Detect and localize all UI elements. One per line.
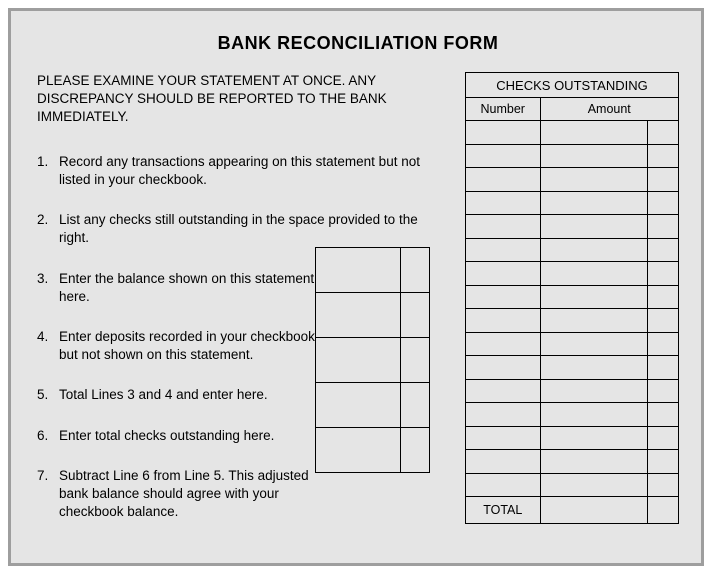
check-number-cell[interactable]	[466, 191, 541, 215]
check-number-cell[interactable]	[466, 309, 541, 333]
check-cents-cell[interactable]	[648, 144, 679, 168]
checks-row	[466, 121, 679, 145]
check-amount-cell[interactable]	[540, 379, 648, 403]
check-cents-cell[interactable]	[648, 332, 679, 356]
worksheet-row	[316, 383, 430, 428]
check-cents-cell[interactable]	[648, 121, 679, 145]
checks-total-label: TOTAL	[466, 497, 541, 524]
check-amount-cell[interactable]	[540, 144, 648, 168]
worksheet-amount-cell[interactable]	[316, 338, 401, 383]
checks-row	[466, 379, 679, 403]
check-cents-cell[interactable]	[648, 285, 679, 309]
check-cents-cell[interactable]	[648, 379, 679, 403]
check-number-cell[interactable]	[466, 262, 541, 286]
step-7: Subtract Line 6 from Line 5. This adjust…	[37, 467, 319, 522]
step-3: Enter the balance shown on this statemen…	[37, 270, 319, 306]
checks-total-amount[interactable]	[540, 497, 648, 524]
check-cents-cell[interactable]	[648, 309, 679, 333]
checks-row	[466, 450, 679, 474]
worksheet-cents-cell[interactable]	[401, 383, 430, 428]
right-column: CHECKS OUTSTANDING Number Amount TOTAL	[465, 72, 679, 524]
worksheet-row	[316, 293, 430, 338]
checks-row	[466, 426, 679, 450]
checks-row	[466, 403, 679, 427]
check-number-cell[interactable]	[466, 121, 541, 145]
checks-row	[466, 215, 679, 239]
check-cents-cell[interactable]	[648, 403, 679, 427]
intro-text: PLEASE EXAMINE YOUR STATEMENT AT ONCE. A…	[37, 72, 417, 127]
check-amount-cell[interactable]	[540, 426, 648, 450]
check-number-cell[interactable]	[466, 332, 541, 356]
check-number-cell[interactable]	[466, 426, 541, 450]
worksheet-row	[316, 428, 430, 473]
check-number-cell[interactable]	[466, 168, 541, 192]
check-number-cell[interactable]	[466, 379, 541, 403]
check-number-cell[interactable]	[466, 238, 541, 262]
check-number-cell[interactable]	[466, 215, 541, 239]
worksheet-amount-cell[interactable]	[316, 293, 401, 338]
worksheet-amount-cell[interactable]	[316, 428, 401, 473]
worksheet-cents-cell[interactable]	[401, 248, 430, 293]
worksheet-cents-cell[interactable]	[401, 428, 430, 473]
step-4: Enter deposits recorded in your checkboo…	[37, 328, 319, 364]
check-number-cell[interactable]	[466, 144, 541, 168]
worksheet-row	[316, 248, 430, 293]
check-amount-cell[interactable]	[540, 191, 648, 215]
step-5: Total Lines 3 and 4 and enter here.	[37, 386, 319, 404]
checks-col-amount: Amount	[540, 98, 678, 121]
check-cents-cell[interactable]	[648, 450, 679, 474]
step-2: List any checks still outstanding in the…	[37, 211, 451, 247]
worksheet-row	[316, 338, 430, 383]
check-cents-cell[interactable]	[648, 473, 679, 497]
checks-row	[466, 262, 679, 286]
checks-outstanding-table: CHECKS OUTSTANDING Number Amount TOTAL	[465, 72, 679, 524]
checks-row	[466, 144, 679, 168]
check-number-cell[interactable]	[466, 285, 541, 309]
checks-col-number: Number	[466, 98, 541, 121]
check-amount-cell[interactable]	[540, 121, 648, 145]
check-amount-cell[interactable]	[540, 215, 648, 239]
checks-total-cents[interactable]	[648, 497, 679, 524]
worksheet-amount-cell[interactable]	[316, 248, 401, 293]
check-amount-cell[interactable]	[540, 356, 648, 380]
check-cents-cell[interactable]	[648, 356, 679, 380]
check-amount-cell[interactable]	[540, 238, 648, 262]
step-1: Record any transactions appearing on thi…	[37, 153, 451, 189]
check-number-cell[interactable]	[466, 356, 541, 380]
checks-row	[466, 191, 679, 215]
check-number-cell[interactable]	[466, 473, 541, 497]
check-amount-cell[interactable]	[540, 262, 648, 286]
step-6: Enter total checks outstanding here.	[37, 427, 319, 445]
check-amount-cell[interactable]	[540, 473, 648, 497]
worksheet-amount-cell[interactable]	[316, 383, 401, 428]
form-title: BANK RECONCILIATION FORM	[37, 33, 679, 54]
check-amount-cell[interactable]	[540, 285, 648, 309]
form-frame: BANK RECONCILIATION FORM PLEASE EXAMINE …	[8, 8, 704, 566]
check-cents-cell[interactable]	[648, 262, 679, 286]
checks-row	[466, 168, 679, 192]
worksheet-cents-cell[interactable]	[401, 293, 430, 338]
check-amount-cell[interactable]	[540, 168, 648, 192]
check-amount-cell[interactable]	[540, 309, 648, 333]
worksheet-table	[315, 247, 430, 473]
check-cents-cell[interactable]	[648, 215, 679, 239]
checks-row	[466, 356, 679, 380]
check-amount-cell[interactable]	[540, 450, 648, 474]
check-amount-cell[interactable]	[540, 403, 648, 427]
checks-row	[466, 285, 679, 309]
checks-row	[466, 473, 679, 497]
check-cents-cell[interactable]	[648, 168, 679, 192]
check-number-cell[interactable]	[466, 403, 541, 427]
checks-row	[466, 332, 679, 356]
check-amount-cell[interactable]	[540, 332, 648, 356]
checks-header: CHECKS OUTSTANDING	[466, 73, 679, 98]
checks-row	[466, 238, 679, 262]
check-cents-cell[interactable]	[648, 238, 679, 262]
checks-row	[466, 309, 679, 333]
check-number-cell[interactable]	[466, 450, 541, 474]
check-cents-cell[interactable]	[648, 426, 679, 450]
check-cents-cell[interactable]	[648, 191, 679, 215]
worksheet-cents-cell[interactable]	[401, 338, 430, 383]
